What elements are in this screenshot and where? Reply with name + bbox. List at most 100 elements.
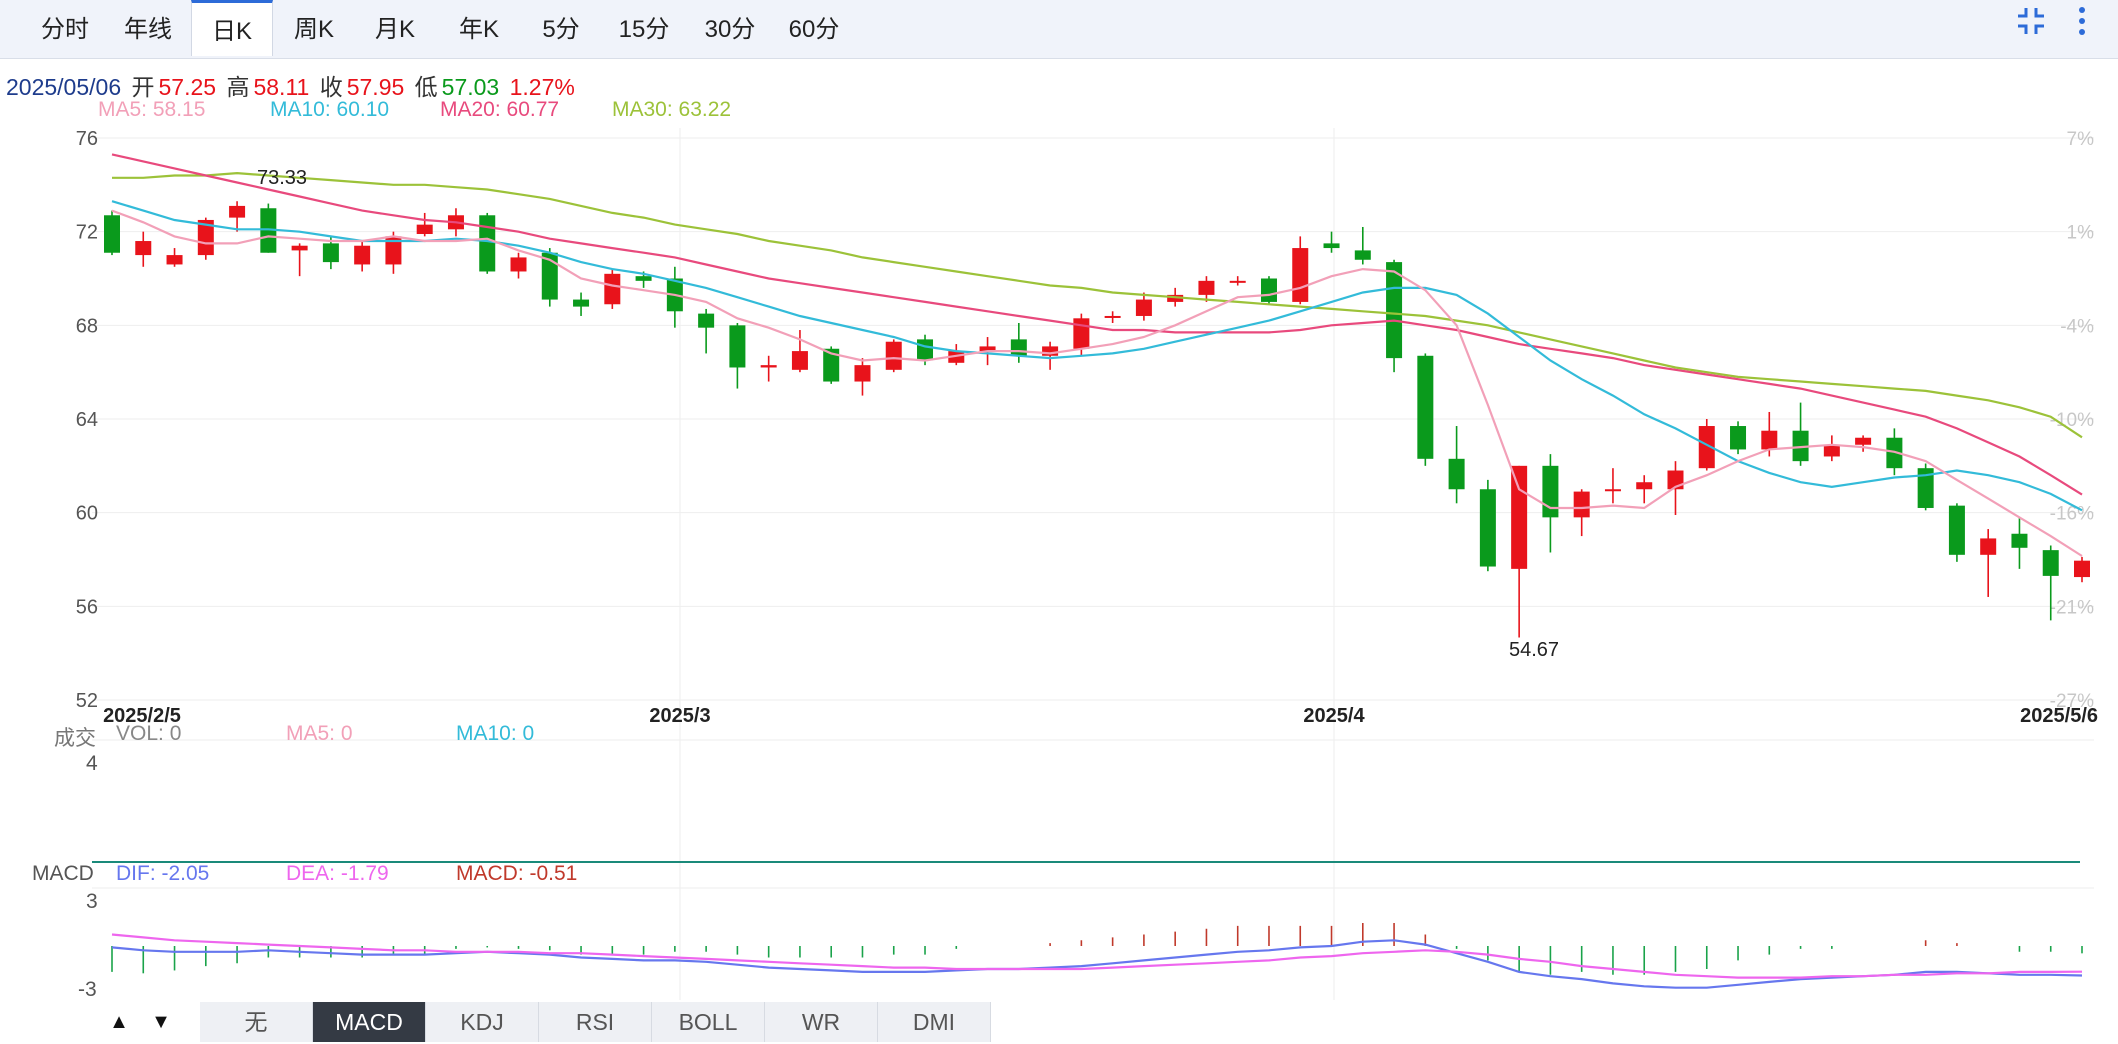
volume-ma10: MA10: 0 <box>456 722 535 745</box>
candle-body <box>1730 426 1747 450</box>
tab-30min[interactable]: 30分 <box>704 16 756 43</box>
candle-body <box>1260 278 1277 302</box>
tab-monthly-k[interactable]: 月K <box>374 16 415 43</box>
candle-body <box>1479 489 1496 567</box>
candle-body <box>1511 465 1528 569</box>
candle-body <box>1886 437 1903 469</box>
date-label: 2025/5/6 <box>2020 705 2098 727</box>
max-price-label: 73.33 <box>257 167 307 189</box>
indicator-tab-none[interactable]: 无 <box>200 1002 313 1042</box>
kline-chart[interactable]: 76 72 68 64 60 56 52 7% 1% -4% -10% -16% -21% -27% 2… <box>0 0 2118 1000</box>
candle-body <box>1636 482 1653 490</box>
ma5-legend: MA5: 58.15 <box>98 98 206 121</box>
tab-5min[interactable]: 5分 <box>542 16 580 43</box>
candle-body <box>1698 426 1715 469</box>
price-tick-label: 64 <box>76 409 98 431</box>
candle-body <box>1448 458 1465 490</box>
price-tick-label: 68 <box>76 315 98 337</box>
macd-label: MACD <box>32 862 94 885</box>
percent-axis: 7% 1% -4% -10% -16% -21% -27% <box>2050 129 2094 712</box>
candle-body <box>135 241 152 256</box>
candle-body <box>197 219 214 256</box>
candle-body <box>385 236 402 265</box>
candle-body <box>917 339 934 361</box>
indicator-tab-kdj[interactable]: KDJ <box>426 1002 539 1042</box>
candle-body <box>1229 280 1246 283</box>
dif-line <box>111 939 2083 989</box>
price-tick-label: 60 <box>76 503 98 525</box>
candle-body <box>635 276 652 281</box>
percent-tick-label: -10% <box>2050 410 2094 431</box>
candle-body <box>573 299 590 307</box>
candle-body <box>1823 444 1840 457</box>
candle-body <box>322 243 339 263</box>
candle-body <box>948 351 965 363</box>
date-label: 2025/3 <box>649 705 710 727</box>
candle-body <box>229 205 246 218</box>
dea-value: DEA: -1.79 <box>286 862 389 885</box>
change-value: 1.27% <box>509 74 575 100</box>
ma30-line <box>112 171 2083 439</box>
volume-value: VOL: 0 <box>116 722 182 745</box>
extreme-labels: 73.33 54.67 <box>257 167 1559 661</box>
period-tab-bar: 分时 年线 日K 周K 月K 年K 5分 15分 30分 60分 <box>0 0 2118 59</box>
volume-panel <box>92 739 2094 863</box>
candle-body <box>1604 489 1621 492</box>
volume-ma5: MA5: 0 <box>286 722 353 745</box>
min-price-label: 54.67 <box>1509 639 1559 661</box>
candle-body <box>1354 250 1371 260</box>
ma-lines <box>111 153 2083 557</box>
indicator-tab-wr[interactable]: WR <box>765 1002 878 1042</box>
candle-body <box>729 325 746 368</box>
candle-body <box>698 313 715 328</box>
close-value: 57.95 <box>346 74 405 100</box>
high-label: 高 <box>226 74 250 100</box>
tab-fenshi[interactable]: 分时 <box>41 16 89 43</box>
indicator-tab-rsi[interactable]: RSI <box>539 1002 652 1042</box>
high-value: 58.11 <box>253 74 310 100</box>
candle-body <box>1104 315 1121 318</box>
indicator-tab-boll[interactable]: BOLL <box>652 1002 765 1042</box>
candle-body <box>541 252 558 300</box>
volume-label: 成交 <box>54 727 96 750</box>
close-label: 收 <box>319 74 343 100</box>
candle-body <box>604 273 621 305</box>
percent-tick-label: 1% <box>2067 223 2095 244</box>
candle-body <box>1167 294 1184 302</box>
ma5-line <box>111 209 2083 557</box>
ma30-legend: MA30: 63.22 <box>612 98 732 121</box>
more-vertical-icon[interactable] <box>2072 4 2092 47</box>
tab-60min[interactable]: 60分 <box>788 16 840 43</box>
scroll-up-button[interactable]: ▲ <box>109 1011 129 1033</box>
indicator-tab-macd[interactable]: MACD <box>313 1002 426 1042</box>
candle-body <box>1417 355 1434 459</box>
percent-tick-label: -21% <box>2050 597 2094 618</box>
date-axis: 2025/2/5 2025/3 2025/4 2025/5/6 <box>103 705 2098 727</box>
candle-body <box>1198 280 1215 295</box>
tab-15min[interactable]: 15分 <box>618 16 670 43</box>
price-tick-label: 52 <box>76 690 98 712</box>
candle-body <box>1761 430 1778 450</box>
candle-body <box>1980 538 1997 555</box>
tab-daily-k[interactable]: 日K <box>191 0 273 56</box>
candle-body <box>1948 505 1965 555</box>
collapse-icon[interactable] <box>2014 4 2048 47</box>
tab-weekly-k[interactable]: 周K <box>293 16 334 43</box>
open-label: 开 <box>131 74 155 100</box>
macd-y-bottom: -3 <box>78 978 97 1001</box>
open-value: 57.25 <box>158 74 217 100</box>
ma10-legend: MA10: 60.10 <box>270 98 390 121</box>
tab-nianxian[interactable]: 年线 <box>124 16 172 43</box>
candle-body <box>479 215 496 272</box>
candle-body <box>1073 318 1090 349</box>
candle-body <box>354 245 371 265</box>
ohlc-info-row: 2025/05/06 开 57.25 高 58.11 收 57.95 低 57.03 1… <box>6 68 579 102</box>
price-tick-label: 76 <box>76 128 98 150</box>
scroll-down-button[interactable]: ▼ <box>151 1011 171 1033</box>
candle-body <box>979 346 996 352</box>
indicator-tab-dmi[interactable]: DMI <box>878 1002 991 1042</box>
price-tick-label: 56 <box>76 596 98 618</box>
candle-body <box>885 341 902 370</box>
candle-body <box>760 365 777 368</box>
tab-yearly-k[interactable]: 年K <box>458 16 499 43</box>
